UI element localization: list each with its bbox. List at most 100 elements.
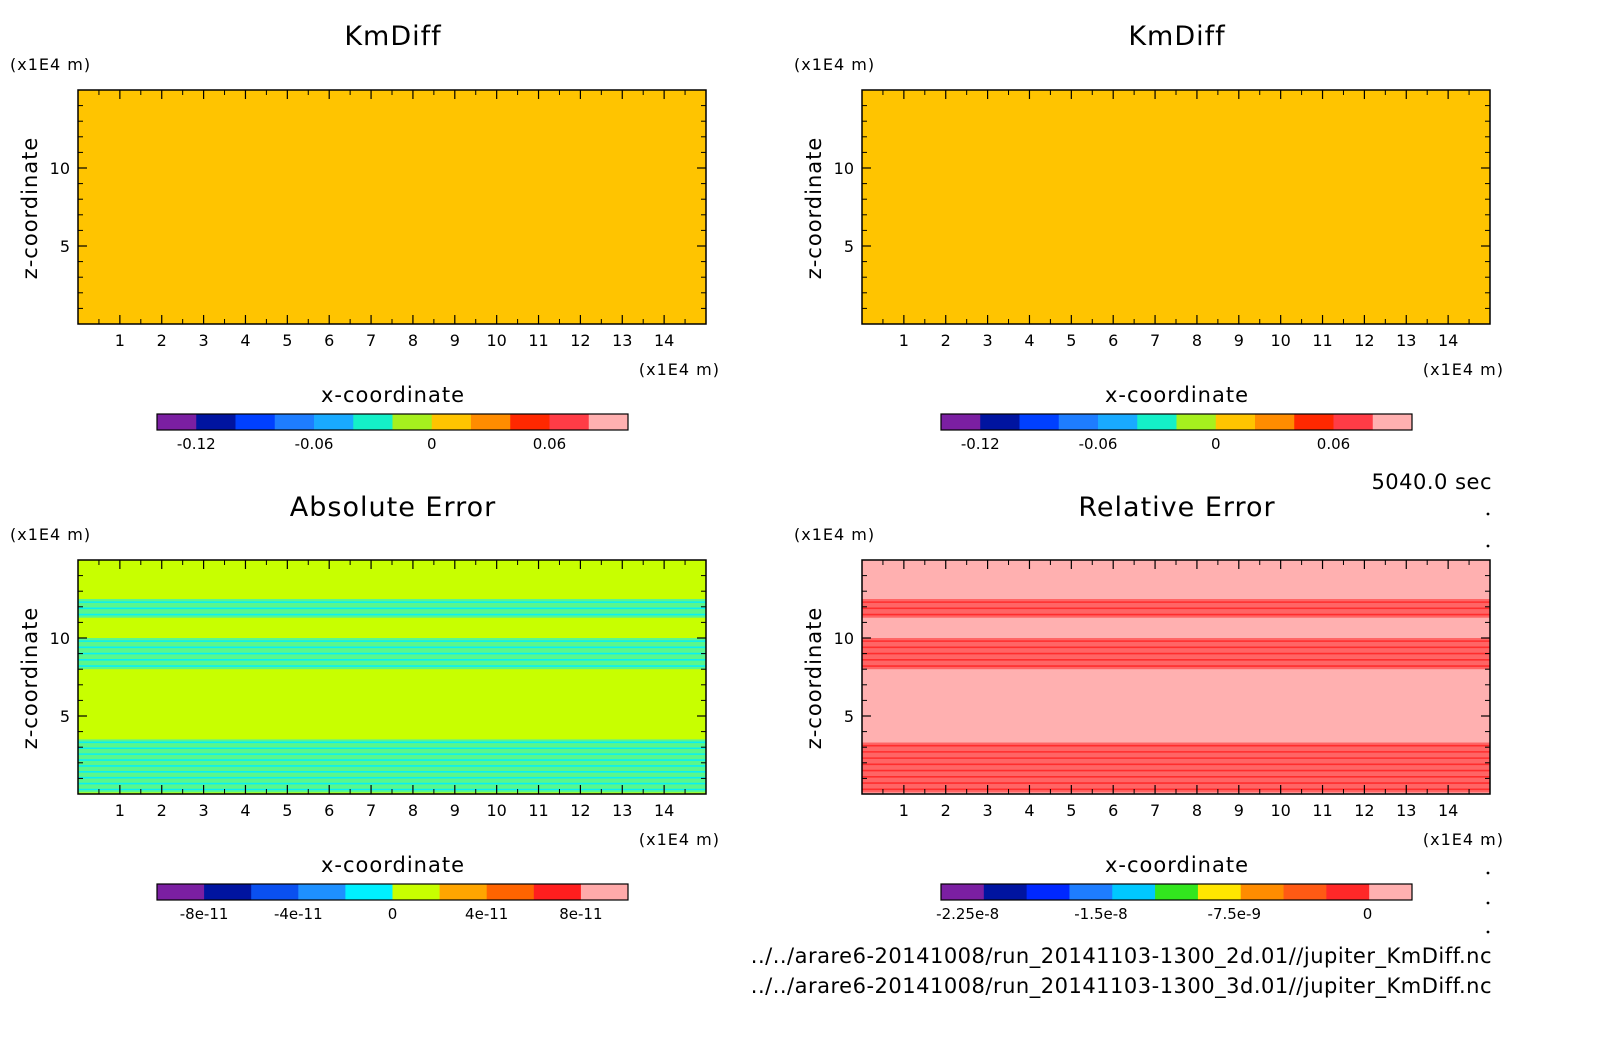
x-tick-label: 9 [450,801,460,820]
y-unit-label: (x1E4 m) [794,55,875,74]
x-tick-label: 14 [1438,331,1458,350]
x-tick-label: 4 [240,801,250,820]
colorbar-tick-label: -7.5e-9 [1208,905,1261,923]
colorbar-segment [941,884,985,900]
x-axis-label: x-coordinate [1105,383,1249,407]
x-tick-label: 4 [1024,801,1034,820]
colorbar-segment [392,414,433,430]
x-tick-label: 3 [983,801,993,820]
colorbar-segment [1176,414,1217,430]
y-axis-label: z-coordinate [802,137,826,280]
file-path-3d: ../../arare6-20141008/run_20141103-1300_… [751,974,1492,999]
x-tick-label: 4 [240,331,250,350]
colorbar-segment [345,884,393,900]
x-axis-label: x-coordinate [321,383,465,407]
edge-dot [1486,512,1490,516]
colorbar-segment [580,884,629,900]
colorbar-tick-label: -2.25e-8 [936,905,999,923]
x-tick-label: 12 [1354,801,1374,820]
x-tick-label: 6 [324,331,334,350]
field-band [862,742,1490,793]
colorbar-tick-label: 0.06 [533,435,566,453]
colorbar-tick-label: -4e-11 [274,905,323,923]
x-tick-label: 11 [1312,801,1332,820]
colorbar-segment [314,414,354,430]
colorbar-segment [1137,414,1177,430]
x-tick-label: 8 [408,801,418,820]
colorbar-segment [204,884,252,900]
colorbar-frame [156,413,629,431]
x-tick-label: 3 [983,331,993,350]
x-tick-label: 1 [115,331,125,350]
x-tick-label: 1 [899,331,909,350]
colorbar-segment [980,414,1020,430]
x-tick-label: 13 [1396,801,1416,820]
edge-dot [1486,841,1490,845]
x-tick-label: 12 [1354,331,1374,350]
chart-title: KmDiff [1128,21,1226,52]
x-tick-label: 12 [570,331,590,350]
colorbar-tick-label: -0.12 [961,435,1000,453]
x-tick-label: 5 [282,331,292,350]
colorbar-segment [431,414,472,430]
colorbar-segment [1294,414,1334,430]
colorbar-tick-label: 0 [1211,435,1221,453]
colorbar-segment [471,414,511,430]
x-tick-label: 2 [941,801,951,820]
x-tick-label: 6 [1108,331,1118,350]
colorbar-segment [1326,884,1370,900]
time-label: 5040.0 sec [1371,470,1492,494]
x-tick-label: 10 [486,331,506,350]
x-tick-label: 1 [899,801,909,820]
colorbar-segment [510,414,550,430]
colorbar-segment [1098,414,1138,430]
y-tick-label: 5 [60,237,70,256]
edge-dot [1486,871,1490,875]
x-tick-label: 8 [408,331,418,350]
x-tick-label: 5 [282,801,292,820]
y-tick-label: 5 [844,707,854,726]
colorbar-frame [940,883,1413,901]
x-tick-label: 3 [199,331,209,350]
y-unit-label: (x1E4 m) [10,525,91,544]
colorbar-segment [1058,414,1099,430]
x-unit-label: (x1E4 m) [1423,360,1504,379]
colorbar-tick-label: -1.5e-8 [1074,905,1127,923]
x-tick-label: 3 [199,801,209,820]
colorbar-segment [353,414,393,430]
colorbar: -8e-11 -4e-11 0 4e-11 8e-11 [156,883,629,923]
x-tick-label: 4 [1024,331,1034,350]
edge-dot [1486,930,1490,934]
y-tick-label: 10 [834,159,854,178]
y-tick-label: 10 [50,629,70,648]
x-axis-label: x-coordinate [321,853,465,877]
colorbar-segment [1019,414,1060,430]
colorbar-segment [298,884,346,900]
colorbar-segment [196,414,236,430]
colorbar-segment [588,414,629,430]
chart-title: Absolute Error [290,492,496,523]
x-tick-label: 8 [1192,801,1202,820]
x-tick-label: 7 [366,331,376,350]
colorbar: -0.12 -0.06 0 0.06 [156,413,629,453]
colorbar-segment [1112,884,1156,900]
x-tick-label: 7 [1150,801,1160,820]
colorbar-tick-label: 0 [1363,905,1373,923]
colorbar-segment [274,414,315,430]
colorbar-segment [983,884,1028,900]
colorbar-segment [1197,884,1242,900]
colorbar-segment [392,884,441,900]
colorbar-segment [941,414,981,430]
colorbar-segment [533,884,582,900]
colorbar-frame [940,413,1413,431]
x-tick-label: 7 [366,801,376,820]
y-axis-label: z-coordinate [18,607,42,750]
x-tick-label: 10 [486,801,506,820]
colorbar-segment [1255,414,1295,430]
panel-absolute-error: Absolute Error (x1E4 m) (x1E4 m) x-coord… [10,492,719,923]
colorbar-tick-label: -8e-11 [180,905,229,923]
